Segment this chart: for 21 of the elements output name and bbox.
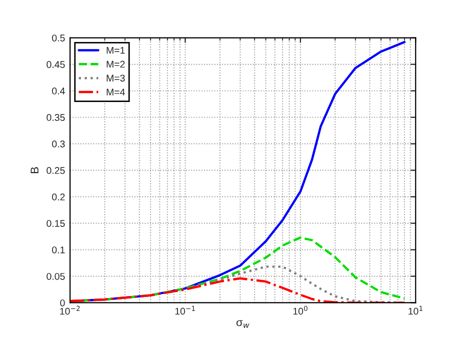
y-tick-label: 0.2 xyxy=(52,194,65,200)
y-tick-label: 0.1 xyxy=(52,246,65,254)
y-tick-label: 0.05 xyxy=(46,272,65,280)
x-tick-label: 10$^{1}$ xyxy=(408,306,422,315)
y-tick-label: 0 xyxy=(60,299,65,306)
x-tick-label: 10$^{−2}$ xyxy=(60,306,80,315)
y-tick-label: 0.25 xyxy=(46,167,65,174)
y-tick-label: 0.3 xyxy=(52,140,65,148)
y-tick-label: 0.45 xyxy=(46,61,65,68)
legend-label: M=3 xyxy=(106,74,125,82)
y-tick-label: 0.4 xyxy=(52,88,65,94)
y-tick-label: 0.15 xyxy=(46,220,65,227)
legend-label: M=4 xyxy=(106,88,125,96)
y-tick-label: 0.35 xyxy=(46,114,65,121)
y-tick-label: 0.5 xyxy=(52,34,65,42)
x-tick-label: 10$^{−1}$ xyxy=(175,306,195,315)
x-tick-label: 10$^{0}$ xyxy=(293,306,308,315)
x-axis-title: σ$_{w}$ xyxy=(236,320,250,328)
y-axis-title: B xyxy=(30,167,38,174)
legend-label: M=1 xyxy=(106,46,125,54)
legend-label: M=2 xyxy=(106,60,125,68)
